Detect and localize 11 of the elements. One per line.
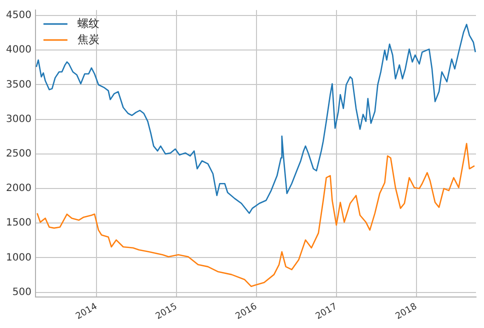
y-tick-label: 3500: [6, 79, 32, 90]
y-tick-label: 500: [12, 286, 32, 298]
y-tick-label: 4500: [6, 10, 32, 22]
y-tick-label: 1000: [6, 252, 32, 264]
y-tick-label: 2500: [6, 148, 32, 160]
y-tick-label: 3000: [6, 114, 32, 125]
y-tick-label: 2000: [6, 183, 32, 194]
y-tick-label: 1500: [6, 218, 32, 229]
legend-label: 螺纹: [77, 16, 100, 30]
legend-label: 焦炭: [77, 32, 100, 46]
y-tick-label: 4000: [6, 44, 32, 56]
